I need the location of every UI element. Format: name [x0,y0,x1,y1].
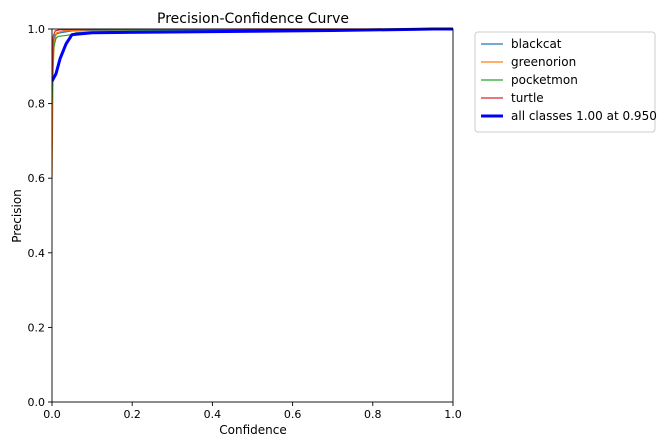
x-axis-label: Confidence [219,423,286,437]
legend-box [474,31,656,133]
y-tick-label-0: 0.0 [28,396,46,409]
legend-label-2: pocketmon [511,73,578,87]
legend: blackcat greenorion pocketmon turtle all cla… [474,31,657,133]
x-tick-label-0: 0.0 [43,408,61,421]
y-tick-label-2: 0.4 [28,247,46,260]
y-tick-label-5: 1.0 [28,23,46,36]
x-tick-label-3: 0.6 [284,408,302,421]
series-line-0 [52,28,453,134]
legend-label-1: greenorion [511,55,576,69]
plot-frame [51,28,454,403]
plot-area: 0.0 0.2 0.4 0.6 0.8 1.0 0.0 0.2 0.4 0.6 0.8 1.0 [28,23,462,421]
legend-label-4: all classes 1.00 at 0.950 [511,109,657,123]
x-tick-label-5: 1.0 [444,408,462,421]
y-axis-label: Precision [10,189,24,243]
legend-label-3: turtle [511,91,544,105]
series-line-3 [52,28,453,85]
chart-title: Precision-Confidence Curve [157,11,349,27]
legend-label-0: blackcat [511,37,562,51]
x-tick-label-4: 0.8 [364,408,382,421]
x-tick-label-2: 0.4 [204,408,222,421]
series-line-4 [52,27,453,82]
y-tick-label-4: 0.8 [28,98,46,111]
x-tick-label-1: 0.2 [123,408,141,421]
y-tick-label-1: 0.2 [28,321,46,334]
y-tick-label-3: 0.6 [28,172,46,185]
series-line-1 [52,28,453,179]
series-line-2 [52,28,453,104]
